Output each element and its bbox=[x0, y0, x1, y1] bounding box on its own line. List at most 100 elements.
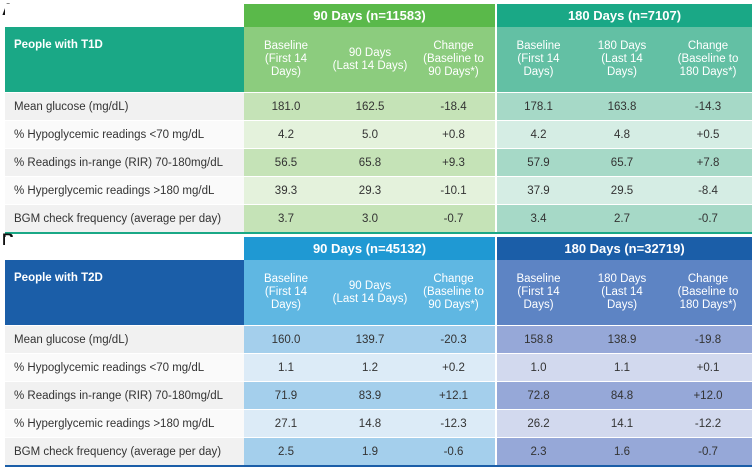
cell-value: 2.3 bbox=[495, 437, 581, 467]
cell-value: +0.1 bbox=[664, 353, 753, 382]
cell-value: +12.0 bbox=[664, 381, 753, 410]
cell-value: 3.7 bbox=[244, 204, 328, 234]
cell-value: 26.2 bbox=[495, 409, 581, 438]
row-label: BGM check frequency (average per day) bbox=[5, 437, 244, 467]
cell-value: 160.0 bbox=[244, 325, 328, 354]
cell-value: 29.5 bbox=[580, 176, 664, 205]
panel-a: A 90 Days (n=11583) 180 Days (n=7107) Pe… bbox=[0, 0, 755, 234]
cell-value: 14.8 bbox=[328, 409, 412, 438]
cell-value: 1.0 bbox=[495, 353, 581, 382]
header-90-days: 90 Days (Last 14 Days) bbox=[328, 260, 412, 326]
table-row: % Readings in-range (RIR) 70-180mg/dL 71… bbox=[5, 381, 753, 410]
cell-value: 37.9 bbox=[495, 176, 580, 205]
cell-value: 57.9 bbox=[495, 148, 580, 177]
header-baseline-180: Baseline (First 14 Days) bbox=[495, 27, 580, 93]
table-row: BGM check frequency (average per day) 2.… bbox=[5, 437, 753, 467]
cell-value: -14.3 bbox=[664, 92, 753, 121]
table-row: BGM check frequency (average per day) 3.… bbox=[5, 204, 753, 234]
cell-value: +0.5 bbox=[664, 120, 753, 149]
cell-value: 2.5 bbox=[244, 437, 328, 467]
cell-value: 1.9 bbox=[328, 437, 412, 467]
cell-value: 4.2 bbox=[495, 120, 580, 149]
header-180-days: 180 Days (Last 14 Days) bbox=[580, 260, 665, 326]
cell-value: +7.8 bbox=[664, 148, 753, 177]
cell-value: +0.2 bbox=[412, 353, 497, 382]
header-90-days: 90 Days (Last 14 Days) bbox=[328, 27, 412, 93]
cell-value: -18.4 bbox=[412, 92, 496, 121]
cell-value: 83.9 bbox=[328, 381, 412, 410]
row-label: % Readings in-range (RIR) 70-180mg/dL bbox=[5, 381, 244, 410]
cell-value: 65.8 bbox=[328, 148, 412, 177]
header-change-90: Change (Baseline to 90 Days*) bbox=[412, 27, 496, 93]
cell-value: 4.8 bbox=[580, 120, 664, 149]
header-change-180: Change (Baseline to 180 Days*) bbox=[664, 27, 753, 93]
row-label: % Hyperglycemic readings >180 mg/dL bbox=[5, 176, 244, 205]
cell-value: -10.1 bbox=[412, 176, 496, 205]
cell-value: 162.5 bbox=[328, 92, 412, 121]
table-row: % Hyperglycemic readings >180 mg/dL 39.3… bbox=[5, 176, 753, 205]
cell-value: -8.4 bbox=[664, 176, 753, 205]
cell-value: 181.0 bbox=[244, 92, 328, 121]
header-change-90: Change (Baseline to 90 Days*) bbox=[412, 260, 497, 326]
cell-value: -0.7 bbox=[664, 204, 753, 234]
table-t1d: 90 Days (n=11583) 180 Days (n=7107) Peop… bbox=[5, 4, 753, 234]
cell-value: 3.4 bbox=[495, 204, 580, 234]
cell-value: 72.8 bbox=[495, 381, 581, 410]
cell-value: 65.7 bbox=[580, 148, 664, 177]
cell-value: -12.2 bbox=[664, 409, 753, 438]
cell-value: 3.0 bbox=[328, 204, 412, 234]
cell-value: -0.6 bbox=[412, 437, 497, 467]
cell-value: 5.0 bbox=[328, 120, 412, 149]
cell-value: -19.8 bbox=[664, 325, 753, 354]
cell-value: 1.1 bbox=[244, 353, 328, 382]
header-180-days: 180 Days (Last 14 Days) bbox=[580, 27, 664, 93]
row-label: Mean glucose (mg/dL) bbox=[5, 325, 244, 354]
cell-value: -20.3 bbox=[412, 325, 497, 354]
header-baseline-90: Baseline (First 14 Days) bbox=[244, 260, 328, 326]
cell-value: 1.6 bbox=[580, 437, 665, 467]
people-label: People with T1D bbox=[5, 27, 244, 93]
row-label: % Hypoglycemic readings <70 mg/dL bbox=[5, 353, 244, 382]
panel-b: B 90 Days (n=45132) 180 Days (n=32719) P… bbox=[0, 230, 755, 467]
table-row: % Hypoglycemic readings <70 mg/dL 4.2 5.… bbox=[5, 120, 753, 149]
cell-value: 39.3 bbox=[244, 176, 328, 205]
cell-value: 138.9 bbox=[580, 325, 665, 354]
group-header-180-days: 180 Days (n=7107) bbox=[494, 4, 753, 27]
header-change-180: Change (Baseline to 180 Days*) bbox=[664, 260, 753, 326]
people-label: People with T2D bbox=[5, 260, 244, 326]
row-label: Mean glucose (mg/dL) bbox=[5, 92, 244, 121]
table-row: % Hyperglycemic readings >180 mg/dL 27.1… bbox=[5, 409, 753, 438]
header-baseline-180: Baseline (First 14 Days) bbox=[495, 260, 581, 326]
table-row: % Readings in-range (RIR) 70-180mg/dL 56… bbox=[5, 148, 753, 177]
table-row: Mean glucose (mg/dL) 181.0 162.5 -18.4 1… bbox=[5, 92, 753, 121]
group-header-90-days: 90 Days (n=45132) bbox=[244, 237, 497, 260]
row-label: % Hypoglycemic readings <70 mg/dL bbox=[5, 120, 244, 149]
cell-value: -12.3 bbox=[412, 409, 497, 438]
cell-value: +12.1 bbox=[412, 381, 497, 410]
header-baseline-90: Baseline (First 14 Days) bbox=[244, 27, 328, 93]
cell-value: -0.7 bbox=[664, 437, 753, 467]
cell-value: 84.8 bbox=[580, 381, 665, 410]
cell-value: 14.1 bbox=[580, 409, 665, 438]
table-row: Mean glucose (mg/dL) 160.0 139.7 -20.3 1… bbox=[5, 325, 753, 354]
row-label: BGM check frequency (average per day) bbox=[5, 204, 244, 234]
cell-value: 4.2 bbox=[244, 120, 328, 149]
cell-value: +0.8 bbox=[412, 120, 496, 149]
cell-value: 163.8 bbox=[580, 92, 664, 121]
row-label: % Readings in-range (RIR) 70-180mg/dL bbox=[5, 148, 244, 177]
row-label: % Hyperglycemic readings >180 mg/dL bbox=[5, 409, 244, 438]
cell-value: 29.3 bbox=[328, 176, 412, 205]
cell-value: 178.1 bbox=[495, 92, 580, 121]
cell-value: +9.3 bbox=[412, 148, 496, 177]
cell-value: 1.2 bbox=[328, 353, 412, 382]
cell-value: 56.5 bbox=[244, 148, 328, 177]
group-header-90-days: 90 Days (n=11583) bbox=[244, 4, 496, 27]
cell-value: 27.1 bbox=[244, 409, 328, 438]
cell-value: 1.1 bbox=[580, 353, 665, 382]
table-t2d: 90 Days (n=45132) 180 Days (n=32719) Peo… bbox=[5, 237, 753, 467]
cell-value: 71.9 bbox=[244, 381, 328, 410]
cell-value: -0.7 bbox=[412, 204, 496, 234]
cell-value: 158.8 bbox=[495, 325, 581, 354]
group-header-180-days: 180 Days (n=32719) bbox=[495, 237, 753, 260]
table-row: % Hypoglycemic readings <70 mg/dL 1.1 1.… bbox=[5, 353, 753, 382]
